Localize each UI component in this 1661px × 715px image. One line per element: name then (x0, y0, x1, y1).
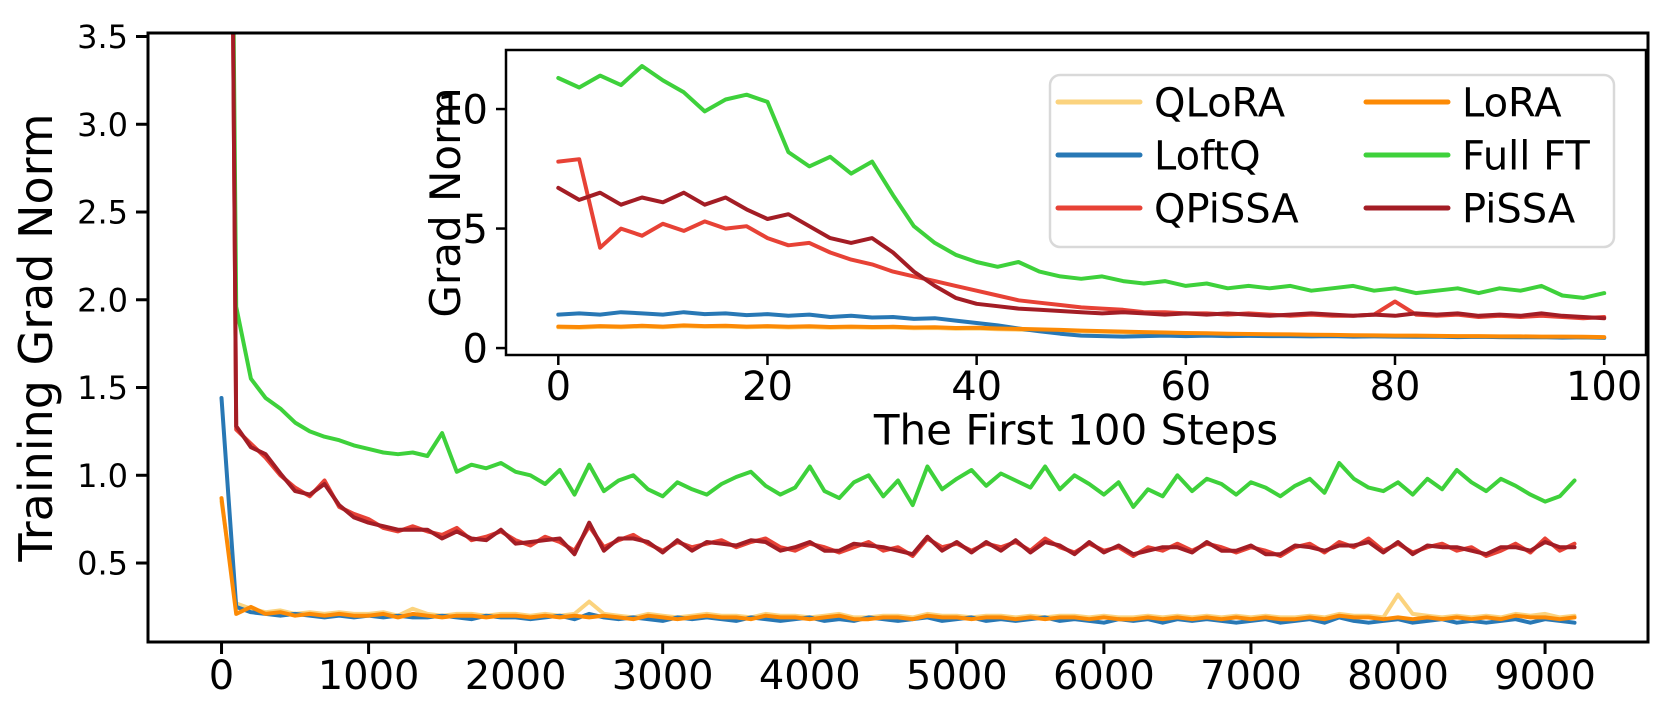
main-x-tick-label: 9000 (1494, 653, 1596, 699)
main-y-tick-label: 2.0 (77, 281, 128, 319)
legend-label-loftq: LoftQ (1154, 133, 1261, 179)
inset-series-group (556, 64, 1607, 340)
inset-x-tick-label: 60 (1160, 364, 1211, 410)
inset-y-tick-label: 10 (437, 87, 488, 133)
legend-label-pissa: PiSSA (1462, 186, 1576, 232)
inset-spines (504, 48, 1648, 357)
legend-label-qlora: QLoRA (1154, 80, 1286, 126)
inset-x-tick-label: 80 (1370, 364, 1421, 410)
main-y-tick-label: 0.5 (77, 545, 128, 583)
inset-y-tick-label: 5 (463, 207, 488, 253)
main-y-tick-label: 3.5 (77, 18, 128, 56)
inset-x-tick-label: 100 (1566, 364, 1642, 410)
legend-box (1048, 73, 1616, 249)
legend-label-qpissa: QPiSSA (1154, 186, 1299, 232)
main-x-tick-label: 5000 (906, 653, 1008, 699)
inset-x-tick-label: 20 (742, 364, 793, 410)
main-line-full-ft (231, 33, 1577, 509)
main-line-pissa (231, 33, 1577, 557)
legend-label-lora: LoRA (1462, 80, 1562, 126)
main-y-tick-label: 1.5 (77, 369, 128, 407)
inset-x-axis-label: The First 100 Steps (873, 405, 1278, 454)
main-x-tick-label: 3000 (612, 653, 714, 699)
main-y-tick-label: 3.0 (77, 106, 128, 144)
legend: QLoRA LoftQ QPiSSA LoRA Full FT PiSSA (1048, 73, 1616, 249)
main-x-tick-label: 4000 (759, 653, 861, 699)
main-x-tick-label: 7000 (1200, 653, 1302, 699)
inset-line-full-ft (556, 64, 1607, 300)
inset-line-lora (556, 323, 1607, 340)
inset-x-tick-label: 40 (951, 364, 1002, 410)
inset-line-pissa (556, 185, 1607, 321)
main-x-tick-label: 8000 (1347, 653, 1449, 699)
main-spines (146, 31, 1650, 644)
main-x-tick-label: 6000 (1053, 653, 1155, 699)
inset-y-tick-label: 0 (463, 326, 488, 372)
inset-y-axis-label: Grad Norm (421, 87, 470, 317)
main-y-axis-label: Training Grad Norm (9, 113, 63, 562)
legend-label-full-ft: Full FT (1462, 133, 1590, 179)
inset-x-tick-label: 0 (546, 364, 571, 410)
main-series-group (219, 33, 1577, 625)
main-y-tick-label: 1.0 (77, 457, 128, 495)
main-y-tick-label: 2.5 (77, 194, 128, 232)
main-x-tick-label: 2000 (465, 653, 567, 699)
main-x-tick-label: 0 (209, 653, 234, 699)
main-x-tick-label: 1000 (318, 653, 420, 699)
main-line-lora (219, 496, 1577, 622)
